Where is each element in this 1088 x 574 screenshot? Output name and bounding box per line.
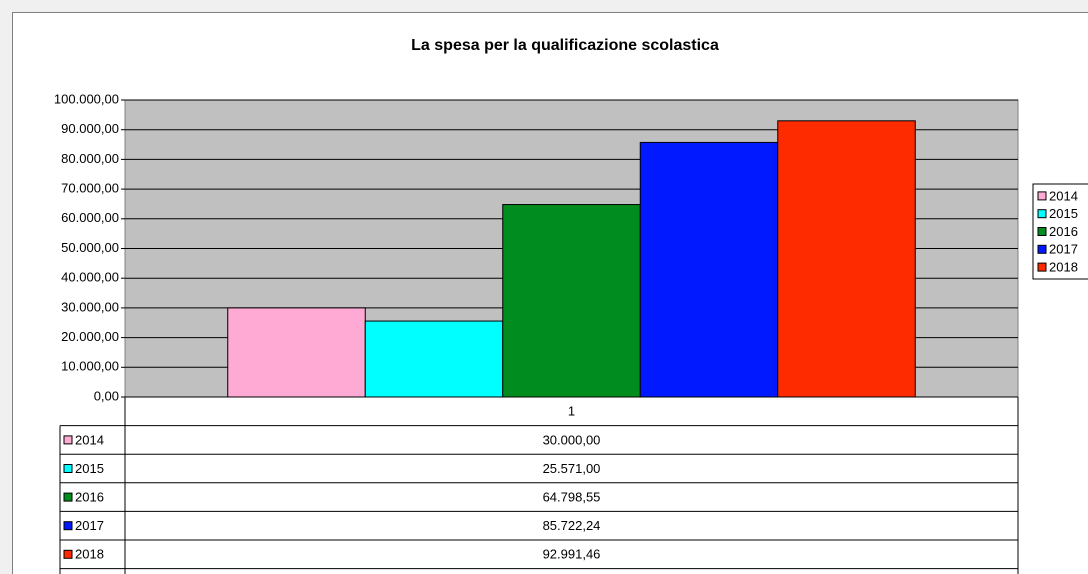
y-tick-label: 50.000,00	[61, 240, 119, 255]
table-series-label: 2015	[75, 461, 104, 476]
y-tick-label: 30.000,00	[61, 299, 119, 314]
legend-key	[1037, 227, 1047, 236]
legend-key	[1037, 209, 1047, 219]
legend-label: 2017	[1049, 242, 1078, 257]
legend-label: 2018	[1049, 260, 1078, 275]
y-tick-label: 10.000,00	[61, 359, 119, 374]
table-series-label: 2014	[75, 432, 104, 447]
legend-key	[63, 492, 73, 502]
y-tick-label: 60.000,00	[61, 210, 119, 225]
y-tick-label: 80.000,00	[61, 151, 119, 166]
bar	[364, 320, 504, 398]
y-tick-label: 20.000,00	[61, 329, 119, 344]
table-value: 92.991,46	[543, 547, 601, 562]
chart-title: La spesa per la qualificazione scolastic…	[411, 37, 719, 54]
legend-label: 2014	[1049, 188, 1078, 203]
bar	[777, 120, 916, 398]
legend-key	[1037, 262, 1047, 272]
y-tick-label: 0,00	[94, 388, 119, 403]
legend-key	[63, 464, 73, 473]
legend-label: 2016	[1049, 224, 1078, 239]
bar	[227, 307, 366, 398]
table-series-label: 2017	[75, 518, 104, 533]
legend-key	[63, 549, 73, 559]
y-tick-label: 100.000,00	[54, 91, 119, 106]
bar	[639, 141, 779, 398]
y-tick-label: 90.000,00	[61, 121, 119, 136]
legend-key	[1037, 191, 1047, 201]
legend-key	[1037, 244, 1047, 254]
table-series-label: 2018	[75, 547, 104, 562]
y-tick-label: 40.000,00	[61, 270, 119, 285]
x-tick-label: 1	[568, 404, 575, 419]
table-series-label: 2016	[75, 490, 104, 505]
bar	[502, 204, 641, 398]
table-value: 64.798,55	[543, 490, 601, 505]
legend-label: 2015	[1049, 206, 1078, 221]
table-value: 25.571,00	[543, 461, 601, 476]
table-value: 85.722,24	[543, 518, 601, 533]
table-value: 30.000,00	[543, 432, 601, 447]
y-tick-label: 70.000,00	[61, 181, 119, 196]
legend-key	[63, 521, 73, 531]
legend-key	[63, 435, 73, 445]
